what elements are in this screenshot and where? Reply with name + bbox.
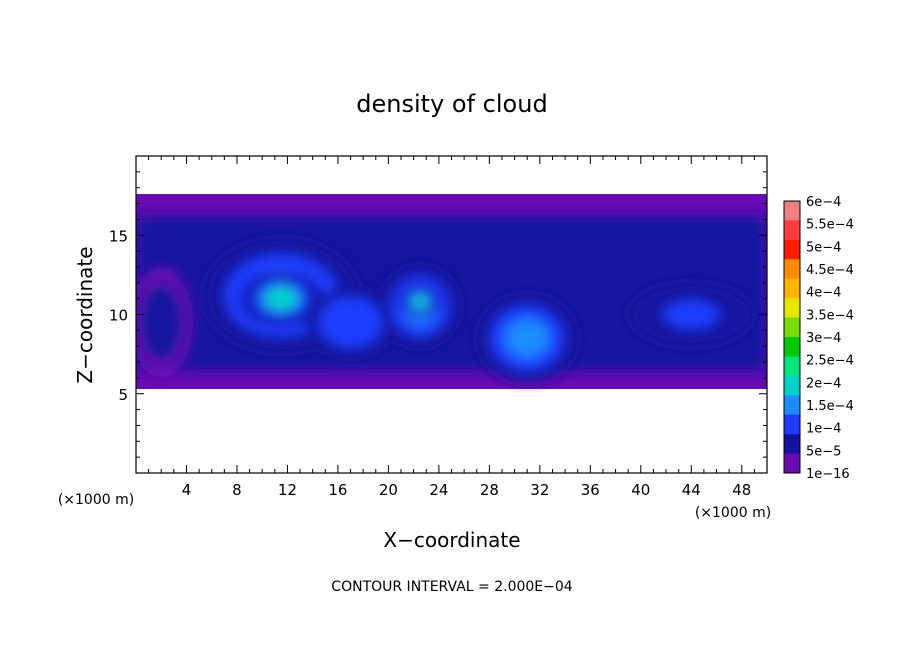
x-tick-label: 28 [480, 481, 499, 499]
contour-interval-note: CONTOUR INTERVAL = 2.000E−04 [331, 579, 572, 595]
colorbar-label: 2e−4 [806, 376, 841, 391]
colorbar-swatch [784, 298, 800, 319]
y-tick-label: 15 [109, 227, 128, 245]
x-tick-label: 8 [232, 481, 242, 499]
colorbar-swatch [784, 356, 800, 377]
colorbar-label: 4.5e−4 [806, 263, 854, 278]
y-tick-label: 10 [109, 307, 128, 325]
colorbar-label: 3e−4 [806, 331, 841, 346]
density-blob [663, 300, 720, 329]
colorbar-swatch [784, 239, 800, 260]
colorbar-label: 3.5e−4 [806, 308, 854, 323]
colorbar-label: 1e−4 [806, 422, 841, 437]
x-tick-label: 16 [328, 481, 347, 499]
colorbar-swatch [784, 375, 800, 396]
x-tick-label: 36 [581, 481, 600, 499]
colorbar-swatch [784, 259, 800, 280]
x-tick-label: 48 [732, 481, 751, 499]
colorbar-frame [783, 200, 801, 474]
x-tick-label: 32 [530, 481, 549, 499]
colorbar-swatch [784, 220, 800, 241]
colorbar-label: 5e−4 [806, 240, 841, 255]
density-blob [411, 294, 429, 309]
x-tick-label: 44 [682, 481, 701, 499]
colorbar-label: 1e−16 [806, 467, 850, 482]
colorbar-label: 2.5e−4 [806, 354, 854, 369]
colorbar-swatch [784, 453, 800, 474]
colorbar-swatch [784, 337, 800, 357]
x-tick-label: 4 [182, 481, 192, 499]
colorbar-swatch [784, 201, 800, 221]
x-axis-title: X−coordinate [383, 528, 520, 552]
y-axis-ticks: 5 10 15 [109, 171, 767, 458]
x-tick-label: 40 [631, 481, 650, 499]
x-unit-label-right: (×1000 m) [695, 505, 771, 521]
density-field [136, 194, 767, 389]
colorbar-swatch [784, 278, 800, 299]
colorbar-label: 5.5e−4 [806, 218, 854, 233]
y-tick-label: 5 [118, 386, 128, 404]
colorbar-label: 1.5e−4 [806, 399, 854, 414]
chart-title: density of cloud [356, 90, 547, 118]
colorbar-label: 5e−5 [806, 444, 841, 459]
density-blob [505, 318, 550, 358]
colorbar-swatch [784, 395, 800, 416]
colorbar: 6e−4 5.5e−4 5e−4 4.5e−4 4e−4 3.5e−4 3e−4 2.5e−4… [783, 195, 854, 482]
density-blob [263, 286, 299, 311]
colorbar-swatch [784, 317, 800, 338]
y-axis-title: Z−coordinate [73, 246, 97, 383]
density-blob [147, 298, 176, 347]
x-tick-label: 24 [429, 481, 448, 499]
colorbar-swatch [784, 434, 800, 455]
x-axis-ticks: 4 8 12 16 20 24 28 32 36 40 44 48 [148, 156, 755, 499]
x-tick-label: 12 [278, 481, 297, 499]
x-tick-label: 20 [379, 481, 398, 499]
colorbar-label: 6e−4 [806, 195, 841, 210]
density-blob [331, 307, 370, 338]
x-unit-label-left: (×1000 m) [58, 492, 134, 508]
colorbar-label: 4e−4 [806, 286, 841, 301]
colorbar-swatch [784, 414, 800, 435]
